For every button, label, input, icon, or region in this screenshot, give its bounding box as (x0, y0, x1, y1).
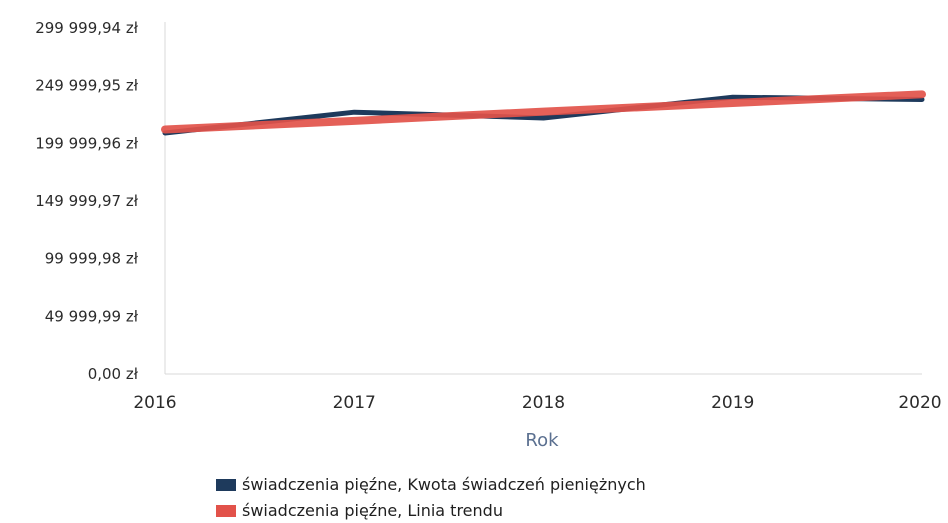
legend-label: świadczenia pięźne, Linia trendu (242, 501, 503, 520)
y-tick-label: 149 999,97 zł (35, 192, 139, 210)
plot-area (164, 22, 922, 375)
x-tick-label: 2020 (898, 393, 941, 413)
y-tick-label: 249 999,95 zł (35, 77, 139, 95)
x-axis-label: Rok (525, 430, 559, 451)
x-tick-label: 2019 (711, 393, 754, 413)
y-tick-label: 49 999,99 zł (45, 307, 139, 325)
y-tick-label: 199 999,96 zł (35, 134, 139, 152)
x-tick-label: 2018 (522, 393, 565, 413)
x-tick-label: 2017 (333, 393, 376, 413)
y-tick-label: 99 999,98 zł (45, 250, 139, 268)
y-axis-ticks: 0,00 zł 49 999,99 zł 99 999,98 zł 149 999,9… (35, 19, 139, 383)
legend: świadczenia pięźne, Kwota świadczeń pien… (216, 475, 646, 520)
y-tick-label: 0,00 zł (88, 365, 139, 383)
x-tick-label: 2016 (133, 393, 176, 413)
y-tick-label: 299 999,94 zł (35, 19, 139, 37)
legend-swatch (216, 505, 236, 517)
legend-label: świadczenia pięźne, Kwota świadczeń pien… (242, 475, 646, 494)
series-line-2 (161, 90, 926, 134)
legend-swatch (216, 479, 236, 491)
x-axis-ticks: 2016 2017 2018 2019 2020 (133, 393, 941, 413)
series-group (161, 90, 926, 136)
